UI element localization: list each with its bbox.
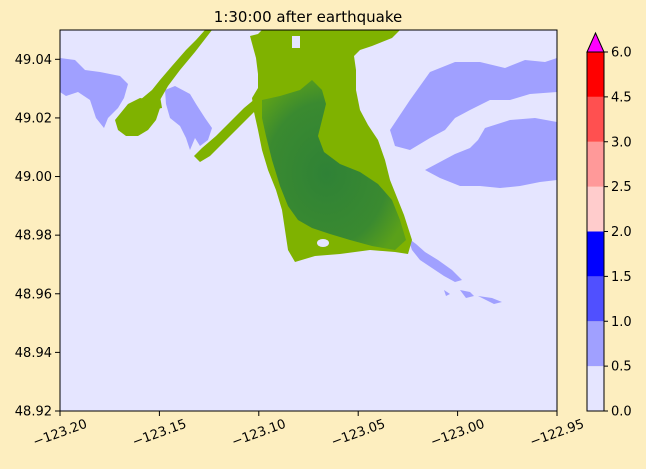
land-flooded-core [262,80,406,250]
y-axis: 48.92 48.94 48.96 48.98 49.00 49.02 49.04 [15,53,60,420]
colorbar-segment [587,186,604,232]
colorbar-segment [587,231,604,277]
colorbar-extend-arrow [586,31,605,53]
colorbar-tick-label: 1.0 [611,315,632,330]
inundation-east-lower [425,118,557,188]
map-layer [60,30,557,304]
colorbar-tick-label: 6.0 [611,46,632,61]
colorbar-segment [587,366,604,411]
inundation-south-streak [408,238,462,282]
x-tick-label: −123.05 [329,417,387,450]
x-tick-label: −123.10 [230,417,288,450]
land-west-island [115,98,160,136]
y-tick-label: 49.00 [15,170,52,185]
inundation-north-west [60,58,128,128]
x-axis: −123.20 −123.15 −123.10 −123.05 −123.00 −122.… [31,411,586,450]
colorbar-segment [587,96,604,142]
colorbar-tick-label: 1.5 [611,270,632,285]
colorbar-tick-label: 0.5 [611,360,632,375]
x-tick-label: −123.00 [429,417,487,450]
land-top-notch [292,36,300,48]
land-pond [317,239,329,247]
colorbar-segment [587,321,604,367]
inundation-east-upper [390,58,557,150]
colorbar: 0.0 0.5 1.0 1.5 2.0 2.5 3.0 4.5 6.0 [586,31,632,420]
y-tick-label: 48.94 [15,346,52,361]
x-tick-label: −123.20 [31,417,89,450]
land-flag-marker [150,96,162,110]
land-causeway [194,98,262,162]
colorbar-tick-label: 0.0 [611,405,632,420]
colorbar-segment [587,276,604,322]
axes-frame [59,29,558,412]
colorbar-tick-label: 2.5 [611,180,632,195]
y-tick-label: 48.96 [15,287,52,302]
y-tick-label: 49.02 [15,111,52,126]
y-tick-label: 48.98 [15,229,52,244]
y-tick-label: 49.04 [15,53,52,68]
colorbar-segment [587,141,604,187]
chart-title: 1:30:00 after earthquake [214,8,402,26]
x-tick-label: −123.15 [131,417,189,450]
inundation-south-dots [444,290,502,304]
inundation-north-central [165,86,212,150]
x-tick-label: −122.95 [528,417,586,450]
colorbar-segment [587,52,604,97]
colorbar-tick-label: 4.5 [611,90,632,105]
colorbar-tick-label: 2.0 [611,225,632,240]
y-tick-label: 48.92 [15,405,52,420]
colorbar-tick-label: 3.0 [611,135,632,150]
